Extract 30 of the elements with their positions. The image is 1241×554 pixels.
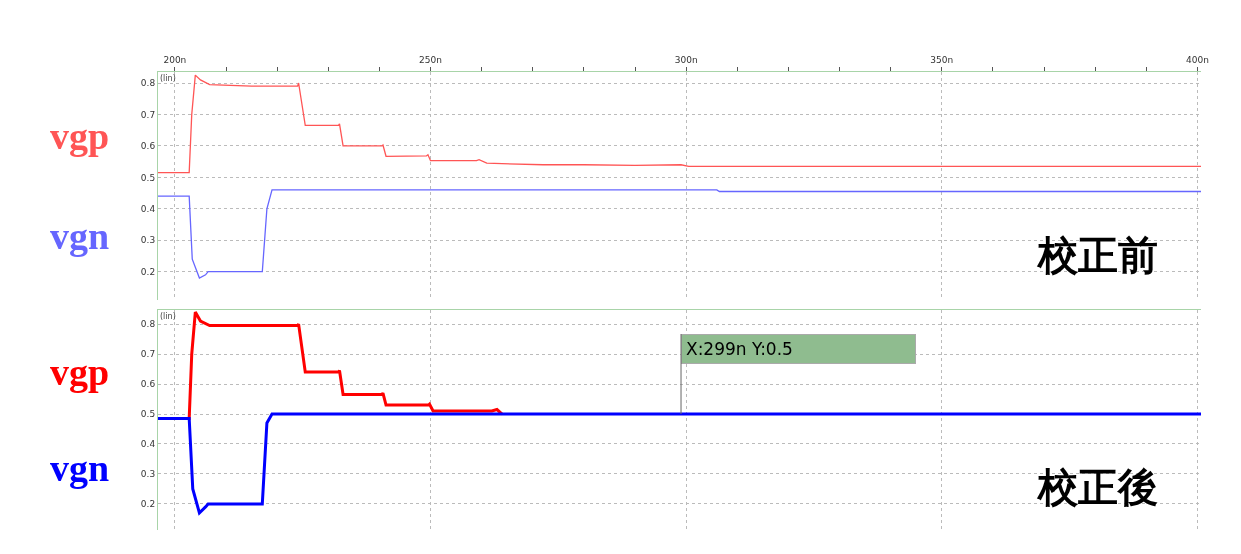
x-tick-label: 350n — [930, 55, 954, 66]
x-tick-label: 400n — [1185, 55, 1209, 66]
y-tick-label: 0.3 — [140, 469, 156, 480]
y-tick-label: 0.2 — [140, 266, 156, 277]
annotation: 校正後 — [1036, 463, 1158, 510]
series-label: vgn — [50, 215, 110, 257]
line-series — [158, 189, 1201, 279]
y-tick-label: 0.4 — [140, 203, 156, 214]
y-tick-label: 0.4 — [140, 439, 156, 450]
annotation: X:299n Y:0.5 — [686, 339, 793, 359]
series-label: vgp — [50, 115, 110, 157]
annotation: 校正前 — [1036, 231, 1158, 278]
y-tick-label: 0.6 — [140, 141, 156, 152]
x-tick-label: 250n — [419, 55, 442, 66]
y-tick-label: 0.3 — [140, 235, 156, 246]
y-tick-label: 0.7 — [140, 109, 156, 120]
y-tick-label: 0.5 — [140, 172, 156, 183]
y-tick-label: 0.6 — [140, 379, 156, 390]
y-axis-title: (lin) — [160, 74, 176, 83]
y-tick-label: 0.2 — [140, 499, 156, 510]
series-label: vgn — [50, 447, 110, 489]
line-series — [158, 412, 1201, 515]
x-tick-label: 200n — [163, 55, 187, 66]
y-tick-label: 0.8 — [140, 78, 156, 89]
x-tick-label: 300n — [674, 55, 698, 66]
y-tick-label: 0.7 — [140, 349, 156, 360]
y-axis-title: (lin) — [160, 312, 176, 321]
y-tick-label: 0.5 — [140, 409, 156, 420]
series-label: vgp — [50, 351, 110, 393]
y-tick-label: 0.8 — [140, 319, 156, 330]
